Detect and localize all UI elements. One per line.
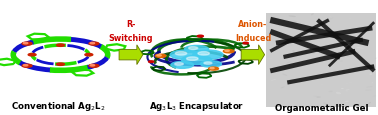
Ellipse shape [328,91,333,92]
Ellipse shape [339,37,344,39]
Ellipse shape [311,14,314,16]
Circle shape [23,43,28,44]
Ellipse shape [368,102,371,104]
Ellipse shape [292,51,295,52]
Ellipse shape [291,36,299,38]
Ellipse shape [322,36,325,38]
Text: Ag$_3$L$_3$ Encapsulator: Ag$_3$L$_3$ Encapsulator [149,99,244,112]
Circle shape [223,50,234,53]
Ellipse shape [360,25,364,27]
Ellipse shape [348,19,353,20]
FancyArrow shape [119,45,143,65]
Circle shape [210,68,214,69]
Ellipse shape [358,39,360,40]
Text: Conventional Ag$_2$L$_2$: Conventional Ag$_2$L$_2$ [11,99,106,112]
Bar [266,14,376,107]
Circle shape [23,65,28,66]
Ellipse shape [320,20,323,22]
Circle shape [57,45,64,47]
Ellipse shape [371,69,374,70]
Ellipse shape [334,58,338,59]
Ellipse shape [373,96,376,97]
Circle shape [155,55,166,58]
Ellipse shape [282,74,287,76]
Ellipse shape [287,62,291,63]
Circle shape [170,51,200,60]
Ellipse shape [345,89,350,91]
Circle shape [171,62,194,69]
Circle shape [198,52,209,56]
Ellipse shape [288,16,296,18]
Ellipse shape [281,25,289,26]
Ellipse shape [285,22,289,23]
Text: R-: R- [126,20,135,29]
Ellipse shape [345,101,349,102]
Ellipse shape [371,83,373,84]
Circle shape [204,62,212,65]
Ellipse shape [369,74,372,75]
Circle shape [181,56,212,65]
Circle shape [175,63,183,66]
Ellipse shape [345,83,352,84]
Circle shape [225,51,229,52]
Ellipse shape [340,61,343,62]
Circle shape [89,43,99,46]
Ellipse shape [329,18,333,20]
Ellipse shape [357,33,360,35]
Ellipse shape [321,84,324,85]
Circle shape [175,52,187,56]
Ellipse shape [325,48,331,50]
Text: Induced: Induced [235,34,271,43]
Ellipse shape [375,58,377,59]
Ellipse shape [336,92,341,95]
Ellipse shape [315,91,319,92]
Ellipse shape [323,103,327,104]
Circle shape [189,47,198,50]
Ellipse shape [365,90,372,91]
Ellipse shape [280,87,285,88]
Circle shape [22,65,32,68]
Circle shape [243,43,248,45]
FancyArrow shape [241,45,265,65]
Ellipse shape [355,52,359,53]
Circle shape [90,65,94,66]
Ellipse shape [307,43,308,44]
Text: Switching: Switching [108,34,153,43]
Ellipse shape [297,31,298,32]
Ellipse shape [328,16,332,19]
Ellipse shape [356,48,364,49]
Circle shape [89,65,99,68]
Circle shape [187,57,198,61]
Ellipse shape [341,88,344,89]
Circle shape [209,68,218,70]
Circle shape [197,36,203,38]
Circle shape [157,55,161,56]
Ellipse shape [311,53,315,55]
Ellipse shape [330,38,335,40]
Circle shape [200,61,222,68]
Ellipse shape [291,21,297,23]
Ellipse shape [316,97,321,98]
Ellipse shape [366,87,373,88]
Ellipse shape [266,59,273,60]
Ellipse shape [294,81,298,82]
Circle shape [90,43,94,44]
Text: Anion-: Anion- [238,20,268,29]
Circle shape [28,54,36,56]
Circle shape [22,43,32,46]
Ellipse shape [290,45,293,46]
Ellipse shape [295,64,299,65]
Circle shape [149,61,154,63]
Ellipse shape [314,96,320,97]
Ellipse shape [271,79,277,81]
Text: Organometallic Gel: Organometallic Gel [274,103,368,112]
Circle shape [193,51,223,60]
Circle shape [57,63,64,66]
Circle shape [85,54,93,56]
Ellipse shape [347,56,352,57]
Ellipse shape [273,34,277,35]
Circle shape [184,46,209,53]
Ellipse shape [356,67,360,70]
